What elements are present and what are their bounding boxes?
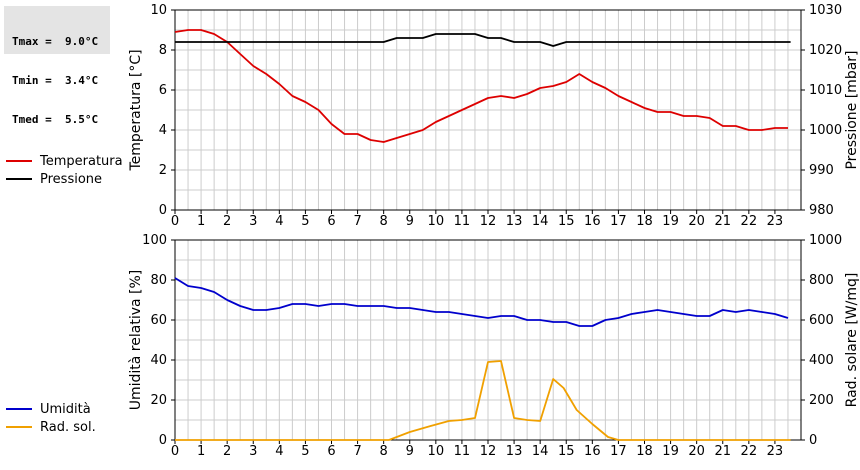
panel2-xtick-label: 5 bbox=[301, 444, 309, 459]
legend-swatch-temperatura bbox=[6, 160, 32, 162]
panel2-xtick-label: 12 bbox=[480, 444, 497, 459]
panel1-ytick-label-left: 4 bbox=[159, 123, 167, 138]
panel2-xtick-label: 10 bbox=[428, 444, 445, 459]
panel1-ytick-label-right: 1000 bbox=[809, 123, 842, 138]
panel2-xtick-label: 15 bbox=[558, 444, 575, 459]
legend-item-umidita: Umidità bbox=[6, 400, 96, 418]
panel1-ytick-label-left: 0 bbox=[159, 203, 167, 218]
legend-top: Temperatura Pressione bbox=[6, 152, 123, 188]
panel2-xtick-label: 7 bbox=[353, 444, 361, 459]
panel2-xtick-label: 14 bbox=[532, 444, 549, 459]
panel2-xtick-label: 21 bbox=[714, 444, 731, 459]
panel1-xtick-label: 5 bbox=[301, 214, 309, 229]
panel1-xtick-label: 1 bbox=[197, 214, 205, 229]
panel1-xtick-label: 4 bbox=[275, 214, 283, 229]
panel1-ytick-label-left: 8 bbox=[159, 43, 167, 58]
panel2-xtick-label: 20 bbox=[688, 444, 705, 459]
legend-label-pressione: Pressione bbox=[40, 171, 103, 187]
panel2-ytick-label-right: 200 bbox=[809, 393, 834, 408]
panel2-ytick-label-right: 400 bbox=[809, 353, 834, 368]
panel1-xtick-label: 21 bbox=[714, 214, 731, 229]
panel1-xtick-label: 23 bbox=[767, 214, 784, 229]
panel2-xtick-label: 22 bbox=[741, 444, 758, 459]
legend-item-radsol: Rad. sol. bbox=[6, 418, 96, 436]
panel1-ytick-label-right: 980 bbox=[809, 203, 834, 218]
panel2-xtick-label: 19 bbox=[662, 444, 679, 459]
tmed-label: Tmed = 5.5°C bbox=[12, 113, 99, 126]
panel2-ytick-label-right: 600 bbox=[809, 313, 834, 328]
panel1-xtick-label: 22 bbox=[741, 214, 758, 229]
panel2-ytick-label-left: 60 bbox=[150, 313, 167, 328]
panel1-ytick-label-right: 1010 bbox=[809, 83, 842, 98]
panel2-xtick-label: 0 bbox=[171, 444, 179, 459]
panel2-xtick-label: 18 bbox=[636, 444, 653, 459]
panel1-ytick-label-right: 1020 bbox=[809, 43, 842, 58]
panel2-xtick-label: 13 bbox=[506, 444, 523, 459]
panel1-ytick-label-right: 990 bbox=[809, 163, 834, 178]
panel1-xtick-label: 10 bbox=[428, 214, 445, 229]
panel2-xtick-label: 6 bbox=[327, 444, 335, 459]
panel2-ytick-label-right: 1000 bbox=[809, 233, 842, 248]
panel1-ylabel-right: Pressione [mbar] bbox=[844, 50, 860, 169]
legend-label-umidita: Umidità bbox=[40, 401, 91, 417]
panel1-xtick-label: 13 bbox=[506, 214, 523, 229]
panel2-ylabel-right: Rad. solare [W/mq] bbox=[844, 273, 860, 408]
panel1-ytick-label-left: 2 bbox=[159, 163, 167, 178]
legend-item-pressione: Pressione bbox=[6, 170, 123, 188]
panel1-series-temperatura bbox=[174, 29, 788, 143]
panel1-xtick-label: 12 bbox=[480, 214, 497, 229]
panel2-ytick-label-left: 80 bbox=[150, 273, 167, 288]
legend-swatch-radsol bbox=[6, 426, 32, 428]
panel1-xtick-label: 19 bbox=[662, 214, 679, 229]
panel2-xtick-label: 2 bbox=[223, 444, 231, 459]
panel1-xtick-label: 14 bbox=[532, 214, 549, 229]
panel1-xtick-label: 17 bbox=[610, 214, 627, 229]
panel1-xtick-label: 8 bbox=[380, 214, 388, 229]
panel2-xtick-label: 16 bbox=[584, 444, 601, 459]
panel1-xtick-label: 9 bbox=[406, 214, 414, 229]
panel1-ylabel-left: Temperatura [°C] bbox=[128, 49, 144, 171]
panel2-ytick-label-left: 0 bbox=[159, 433, 167, 448]
panel1-xtick-label: 15 bbox=[558, 214, 575, 229]
panel1-xtick-label: 6 bbox=[327, 214, 335, 229]
tmin-label: Tmin = 3.4°C bbox=[12, 74, 99, 87]
stats-box: Tmax = 9.0°C Tmin = 3.4°C Tmed = 5.5°C bbox=[4, 6, 110, 126]
panel1-xtick-label: 18 bbox=[636, 214, 653, 229]
panel2-xtick-label: 3 bbox=[249, 444, 257, 459]
panel2-series-rad-sol bbox=[175, 360, 791, 441]
tmax-label: Tmax = 9.0°C bbox=[12, 35, 99, 48]
panel1-xtick-label: 16 bbox=[584, 214, 601, 229]
panel1-ytick-label-left: 6 bbox=[159, 83, 167, 98]
panel2-ylabel-left: Umidità relativa [%] bbox=[128, 270, 144, 411]
panel2-xtick-label: 17 bbox=[610, 444, 627, 459]
panel2-ytick-label-left: 40 bbox=[150, 353, 167, 368]
panel2-xtick-label: 11 bbox=[454, 444, 471, 459]
panel1-ytick-label-right: 1030 bbox=[809, 3, 842, 18]
panel1-xtick-label: 2 bbox=[223, 214, 231, 229]
panel2-series-umidit bbox=[174, 277, 789, 327]
panel1-xtick-label: 7 bbox=[353, 214, 361, 229]
legend-item-temperatura: Temperatura bbox=[6, 152, 123, 170]
panel1-xtick-label: 20 bbox=[688, 214, 705, 229]
panel2-xtick-label: 8 bbox=[380, 444, 388, 459]
panel1-ytick-label-left: 10 bbox=[150, 3, 167, 18]
panel2-ytick-label-left: 20 bbox=[150, 393, 167, 408]
panel2-ytick-label-right: 0 bbox=[809, 433, 817, 448]
panel1-series-pressione bbox=[175, 33, 791, 47]
panel2-xtick-label: 4 bbox=[275, 444, 283, 459]
legend-swatch-pressione bbox=[6, 178, 32, 180]
panel1-xtick-label: 3 bbox=[249, 214, 257, 229]
panel1-xtick-label: 11 bbox=[454, 214, 471, 229]
panel1-xtick-label: 0 bbox=[171, 214, 179, 229]
panel2-xtick-label: 1 bbox=[197, 444, 205, 459]
panel2-xtick-label: 23 bbox=[767, 444, 784, 459]
legend-swatch-umidita bbox=[6, 408, 32, 410]
legend-bottom: Umidità Rad. sol. bbox=[6, 402, 96, 470]
legend-label-temperatura: Temperatura bbox=[40, 153, 123, 169]
panel2-ytick-label-left: 100 bbox=[142, 233, 167, 248]
panel2-ytick-label-right: 800 bbox=[809, 273, 834, 288]
panel2-xtick-label: 9 bbox=[406, 444, 414, 459]
legend-label-radsol: Rad. sol. bbox=[40, 419, 96, 435]
